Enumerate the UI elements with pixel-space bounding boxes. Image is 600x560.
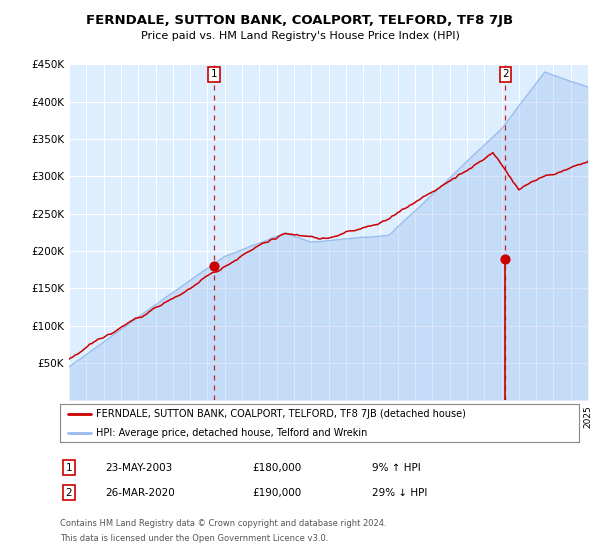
Text: 29% ↓ HPI: 29% ↓ HPI [372, 488, 427, 498]
Point [209, 262, 219, 270]
Text: FERNDALE, SUTTON BANK, COALPORT, TELFORD, TF8 7JB: FERNDALE, SUTTON BANK, COALPORT, TELFORD… [86, 14, 514, 27]
Text: 2: 2 [65, 488, 73, 498]
Text: HPI: Average price, detached house, Telford and Wrekin: HPI: Average price, detached house, Telf… [97, 428, 368, 438]
Text: Contains HM Land Registry data © Crown copyright and database right 2024.: Contains HM Land Registry data © Crown c… [60, 519, 386, 528]
Text: 9% ↑ HPI: 9% ↑ HPI [372, 463, 421, 473]
Point [500, 254, 510, 263]
Text: This data is licensed under the Open Government Licence v3.0.: This data is licensed under the Open Gov… [60, 534, 328, 543]
Text: £180,000: £180,000 [252, 463, 301, 473]
Text: 26-MAR-2020: 26-MAR-2020 [105, 488, 175, 498]
Text: Price paid vs. HM Land Registry's House Price Index (HPI): Price paid vs. HM Land Registry's House … [140, 31, 460, 41]
Text: £190,000: £190,000 [252, 488, 301, 498]
Text: 1: 1 [211, 69, 217, 79]
Text: FERNDALE, SUTTON BANK, COALPORT, TELFORD, TF8 7JB (detached house): FERNDALE, SUTTON BANK, COALPORT, TELFORD… [97, 409, 466, 419]
Text: 2: 2 [502, 69, 509, 79]
Text: 23-MAY-2003: 23-MAY-2003 [105, 463, 172, 473]
Text: 1: 1 [65, 463, 73, 473]
